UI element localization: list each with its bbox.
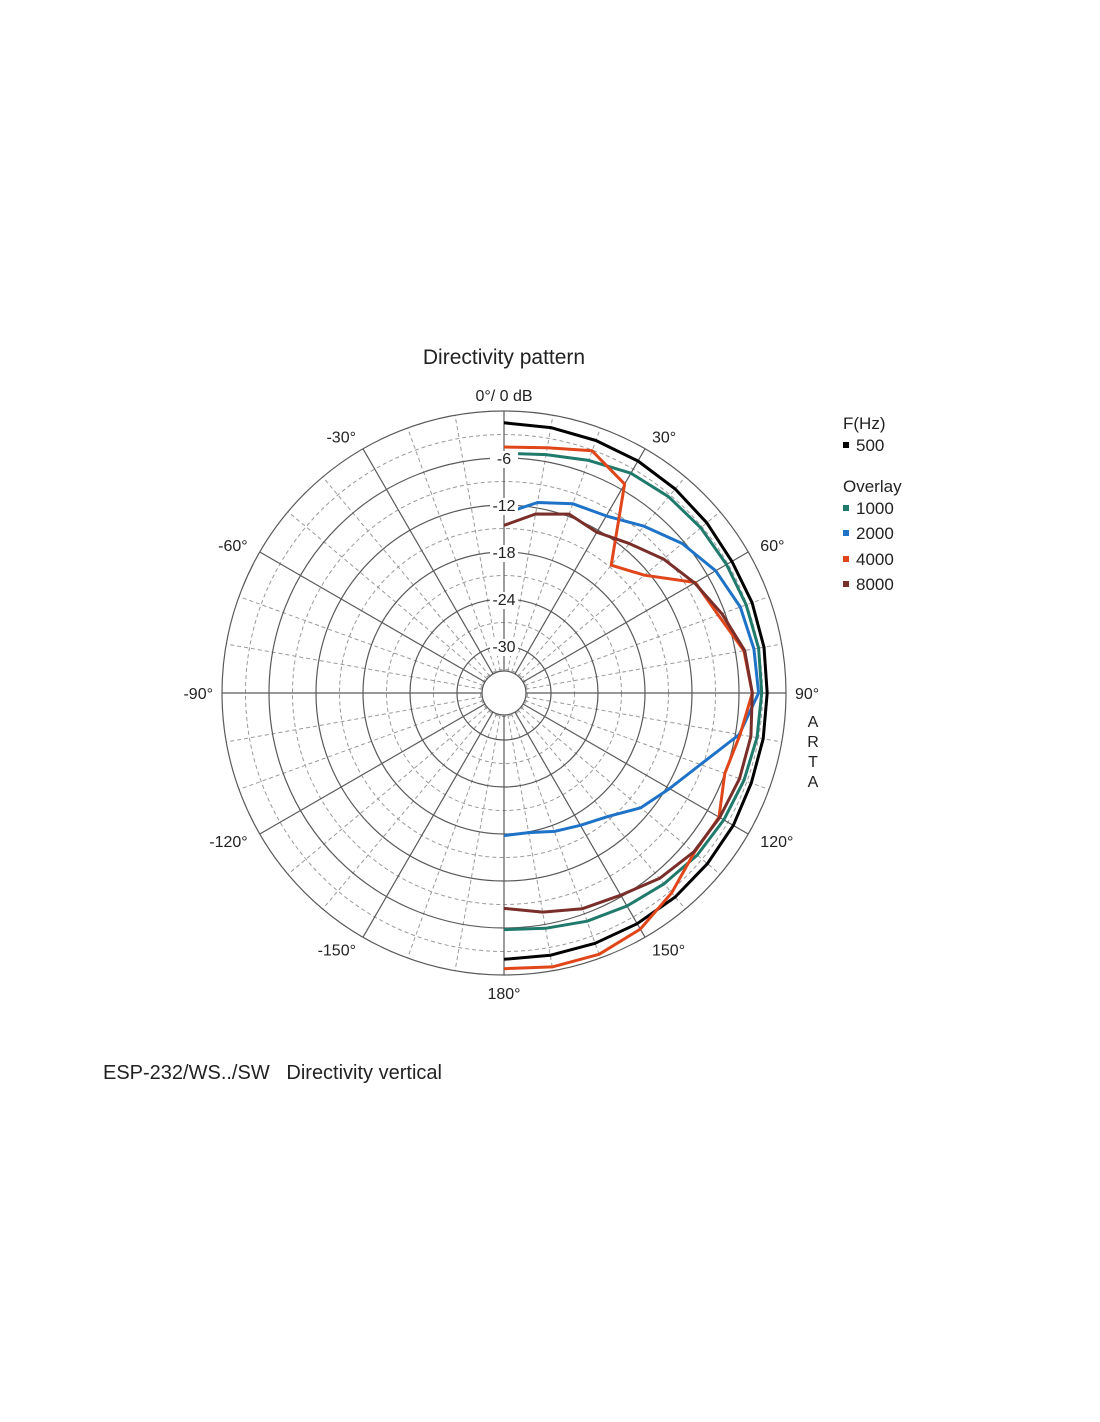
radial-tick-label-bg bbox=[490, 639, 518, 656]
radial-tick-label: -12 bbox=[492, 498, 515, 515]
legend-header: F(Hz) bbox=[843, 414, 885, 433]
legend-entry-8000: 8000 bbox=[856, 575, 894, 594]
legend-swatch bbox=[843, 581, 849, 587]
zero-degree-label: 0°/ 0 dB bbox=[475, 388, 532, 405]
center-hole bbox=[481, 670, 527, 716]
side-letter: A bbox=[808, 774, 819, 791]
angle-label: 60° bbox=[760, 538, 784, 555]
radial-tick-label: -30 bbox=[492, 639, 515, 656]
chart-title: Directivity pattern bbox=[423, 346, 585, 369]
minor-spoke bbox=[507, 714, 554, 971]
minor-spoke bbox=[226, 643, 483, 690]
angle-label: -120° bbox=[209, 834, 247, 851]
minor-spoke bbox=[322, 709, 491, 910]
radial-tick-label-bg bbox=[490, 498, 518, 515]
minor-spoke bbox=[454, 714, 501, 971]
minor-spoke bbox=[511, 427, 601, 673]
angle-label: 120° bbox=[760, 834, 793, 851]
legend-overlay-header: Overlay bbox=[843, 477, 902, 496]
radial-tick-label: -24 bbox=[492, 592, 515, 609]
minor-spoke bbox=[407, 427, 497, 673]
angle-label: -30° bbox=[326, 430, 356, 447]
major-spoke bbox=[522, 703, 749, 835]
polar-grid bbox=[221, 410, 787, 976]
minor-spoke bbox=[524, 700, 770, 790]
minor-spoke bbox=[511, 713, 601, 959]
axis-labels: -6 -12 -18 -24 -30 30° 60° 90° 120° 150° 180° -150°… bbox=[183, 430, 819, 1003]
minor-spoke bbox=[287, 706, 488, 875]
minor-spoke bbox=[517, 709, 686, 910]
legend-entry-500: 500 bbox=[856, 436, 884, 455]
minor-spoke bbox=[507, 415, 554, 672]
side-letter: A bbox=[808, 714, 819, 731]
legend-swatch bbox=[843, 556, 849, 562]
minor-spoke bbox=[287, 511, 488, 680]
minor-spoke bbox=[238, 596, 484, 686]
minor-spoke bbox=[520, 706, 721, 875]
major-spoke bbox=[522, 551, 749, 683]
minor-spoke bbox=[517, 476, 686, 677]
angle-label: 90° bbox=[795, 686, 819, 703]
radial-tick-label-bg bbox=[490, 451, 518, 468]
radial-tick-label: -6 bbox=[497, 451, 511, 468]
series-line-2000 bbox=[503, 501, 761, 838]
major-spoke bbox=[259, 703, 486, 835]
angle-label: -150° bbox=[318, 942, 356, 959]
angle-label: 30° bbox=[652, 430, 676, 447]
caption-model: ESP-232/WS../SW bbox=[103, 1062, 270, 1084]
radial-tick-label-bg bbox=[490, 592, 518, 609]
minor-spoke bbox=[454, 415, 501, 672]
chart-caption: ESP-232/WS../SW Directivity vertical bbox=[103, 1062, 442, 1085]
major-spoke bbox=[362, 711, 494, 938]
major-spoke bbox=[514, 448, 646, 675]
angle-label: 180° bbox=[487, 986, 520, 1003]
legend-entry-2000: 2000 bbox=[856, 524, 894, 543]
angle-label: -90° bbox=[183, 686, 213, 703]
legend-swatch bbox=[843, 505, 849, 511]
radial-tick-label: -18 bbox=[492, 545, 515, 562]
side-letter: T bbox=[808, 754, 818, 771]
minor-spoke bbox=[520, 511, 721, 680]
major-spoke bbox=[259, 551, 486, 683]
minor-spoke bbox=[238, 700, 484, 790]
caption-description: Directivity vertical bbox=[286, 1062, 442, 1084]
legend-swatch bbox=[843, 442, 849, 448]
angle-label: 150° bbox=[652, 942, 685, 959]
minor-spoke bbox=[525, 643, 782, 690]
minor-spoke bbox=[322, 476, 491, 677]
legend-entry-4000: 4000 bbox=[856, 550, 894, 569]
minor-spoke bbox=[407, 713, 497, 959]
minor-spoke bbox=[524, 596, 770, 686]
legend-entry-1000: 1000 bbox=[856, 499, 894, 518]
series-line-8000 bbox=[503, 512, 754, 914]
major-spoke bbox=[362, 448, 494, 675]
minor-spoke bbox=[525, 696, 782, 743]
radial-tick-label-bg bbox=[490, 545, 518, 562]
minor-spoke bbox=[226, 696, 483, 743]
side-letter: R bbox=[807, 734, 819, 751]
series-layer bbox=[503, 421, 769, 971]
legend-swatch bbox=[843, 530, 849, 536]
series-line-1000 bbox=[503, 451, 764, 932]
angle-label: -60° bbox=[218, 538, 248, 555]
series-line-500 bbox=[503, 421, 769, 961]
legend: F(Hz) Overlay 500 1000 2000 4000 8000 bbox=[843, 414, 902, 594]
